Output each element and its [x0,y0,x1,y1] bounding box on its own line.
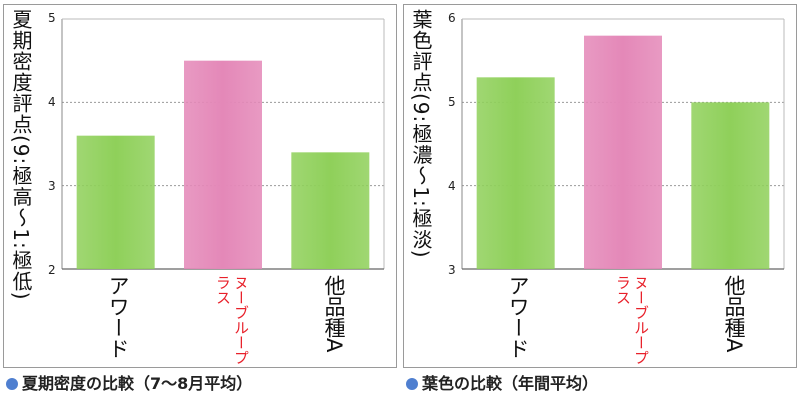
y-tick-label: 4 [48,95,56,109]
chart-panel-leaf-color: 葉色評点(9:極濃〜1:極淡) 3 4 5 6 アワード ヌーブループラス 他品… [403,4,797,368]
bar-2 [184,60,262,269]
x-category-label: 他品種A [322,275,346,353]
bullet-dot-icon [406,378,418,390]
bar-1 [76,135,155,269]
x-category-label-highlight: ヌーブループラス [214,275,250,365]
caption-text: 夏期密度の比較（7〜8月平均） [22,374,253,393]
bar-chart-summer-density [61,18,385,270]
y-tick-label: 3 [448,263,456,277]
bar-chart-leaf-color [461,18,785,270]
caption-text: 葉色の比較（年間平均） [422,374,599,393]
bar-1 [476,77,555,269]
chart-caption-leaf-color: 葉色の比較（年間平均） [406,370,598,394]
x-category-label: 他品種A [722,275,746,353]
y-axis-title: 夏期密度評点(9:極高〜1:極低) [9,9,33,301]
chart-caption-summer-density: 夏期密度の比較（7〜8月平均） [6,370,252,394]
y-axis-title: 葉色評点(9:極濃〜1:極淡) [409,9,433,259]
y-tick-label: 4 [448,179,456,193]
y-tick-label: 5 [48,11,56,25]
x-category-label: アワード [106,275,130,359]
bullet-dot-icon [6,378,18,390]
bar-3 [691,102,770,269]
y-tick-label: 3 [48,179,56,193]
y-tick-label: 5 [448,95,456,109]
chart-panel-summer-density: 夏期密度評点(9:極高〜1:極低) 2 3 4 5 アワード ヌーブループラス … [3,4,397,368]
x-category-label: アワード [506,275,530,359]
y-tick-label: 6 [448,11,456,25]
bar-2 [584,35,662,270]
bar-3 [291,152,370,269]
y-tick-label: 2 [48,263,56,277]
x-category-label-highlight: ヌーブループラス [614,275,650,365]
